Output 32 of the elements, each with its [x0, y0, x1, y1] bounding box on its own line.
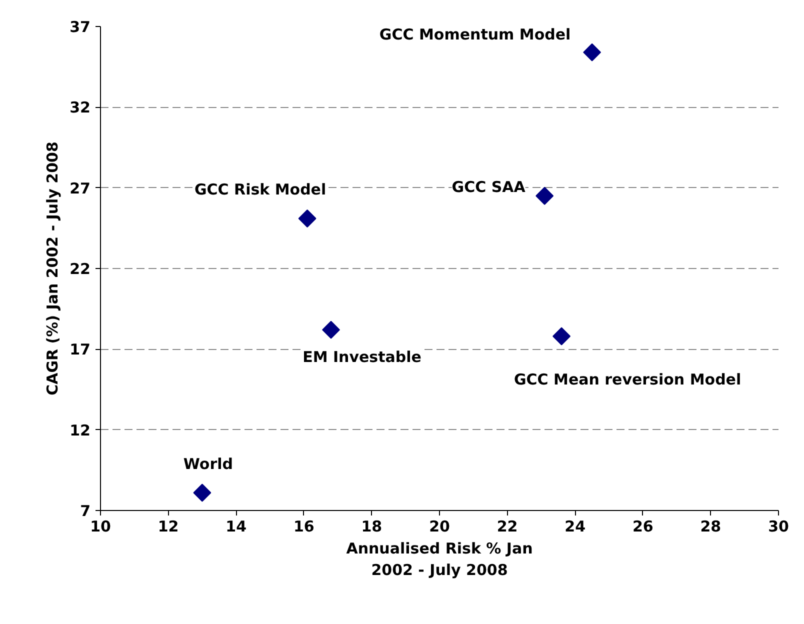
x-axis-title: Annualised Risk % Jan 2002 - July 2008 [346, 540, 533, 580]
y-axis-title: CAGR (%) Jan 2002 - July 2008 [44, 142, 62, 396]
x-tick-label: 18 [361, 518, 382, 536]
annotation: EM Investable [302, 348, 422, 366]
point [583, 43, 602, 62]
x-tick-label: 24 [564, 518, 586, 536]
point [298, 210, 316, 228]
annotation: GCC Momentum Model [379, 25, 571, 44]
x-tick-label: 26 [632, 518, 654, 536]
point [536, 186, 554, 205]
point [322, 320, 340, 339]
x-tick-label: 14 [226, 518, 247, 536]
annotation: GCC SAA [452, 178, 526, 196]
x-tick-label: 16 [293, 518, 314, 536]
y-tick-label: 17 [70, 340, 90, 359]
x-tick-label: 20 [429, 518, 450, 536]
y-tick-label: 22 [70, 260, 90, 278]
point [193, 484, 212, 502]
point [552, 327, 571, 346]
x-tick-label: 12 [158, 518, 179, 536]
annotation: World [183, 454, 233, 473]
y-tick-label: 27 [70, 179, 90, 198]
annotation: GCC Mean reversion Model [514, 370, 742, 388]
y-tick-label: 7 [80, 502, 90, 520]
annotation: GCC Risk Model [194, 180, 326, 198]
y-tick-label: 12 [70, 421, 90, 440]
y-tick-label: 37 [70, 18, 90, 36]
x-tick-label: 22 [496, 518, 518, 536]
x-tick-label: 10 [90, 518, 111, 536]
x-tick-label: 28 [700, 518, 722, 536]
y-tick-label: 32 [70, 98, 90, 117]
x-tick-label: 30 [768, 518, 789, 536]
